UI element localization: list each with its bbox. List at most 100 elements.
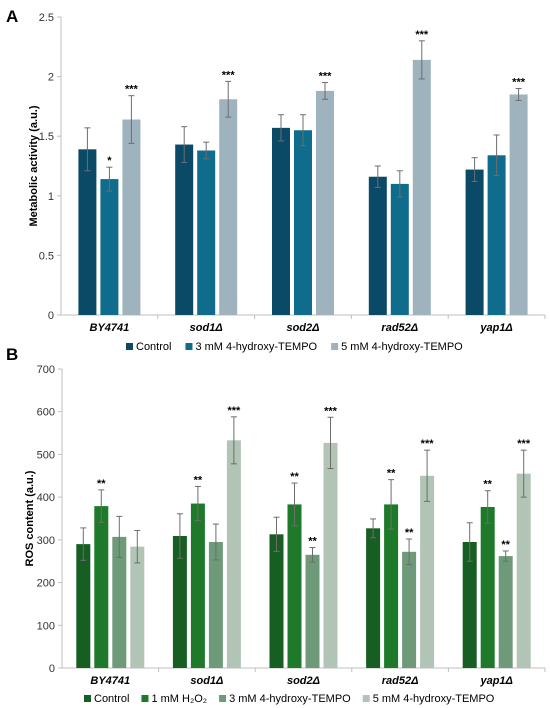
x-category-label: sod2Δ — [286, 322, 319, 334]
bar — [272, 127, 290, 315]
bar — [316, 90, 334, 316]
bar — [287, 504, 302, 668]
significance-marker: ** — [387, 468, 396, 480]
bar — [420, 475, 435, 668]
bar — [100, 179, 119, 315]
bar — [130, 546, 145, 668]
bar — [368, 176, 387, 315]
panel-b-legend: Control 1 mM H₂O₂ 3 mM 4-hydroxy-TEMPO 5 mM… — [84, 693, 495, 705]
legend-label: Control — [136, 341, 171, 353]
y-tick-label: 1.5 — [39, 131, 54, 143]
bar — [175, 144, 194, 315]
legend-label: 5 mM 4-hydroxy-TEMPO — [373, 693, 495, 705]
panel-b-chart: 0 100 200 300 400 500 600 700 ROS content (a.u.)… — [24, 364, 546, 687]
bar — [366, 528, 381, 668]
x-category-label: sod2Δ — [287, 675, 320, 687]
y-tick-label: 0 — [48, 310, 54, 322]
significance-marker: *** — [319, 71, 333, 83]
bar — [190, 503, 205, 668]
bar — [509, 94, 528, 315]
x-category-label: rad52Δ — [381, 322, 418, 334]
bar — [462, 541, 477, 668]
y-tick-label: 2 — [48, 72, 54, 84]
y-axis-label: Metabolic activity (a.u.) — [28, 105, 40, 226]
significance-marker: ** — [290, 471, 299, 483]
significance-marker: *** — [517, 438, 531, 450]
significance-marker: ** — [97, 478, 106, 490]
y-tick-label: 500 — [37, 449, 55, 461]
bar — [172, 536, 187, 668]
y-tick-label: 200 — [37, 578, 55, 590]
bar — [269, 534, 284, 668]
significance-marker: *** — [227, 405, 241, 417]
legend-label: 3 mM 4-hydroxy-TEMPO — [229, 693, 351, 705]
significance-marker: *** — [324, 405, 338, 417]
bar — [78, 149, 97, 315]
bar — [323, 442, 338, 668]
significance-marker: ** — [501, 539, 510, 551]
significance-marker: ** — [405, 527, 414, 539]
significance-marker: *** — [421, 438, 435, 450]
bar — [487, 155, 506, 315]
significance-marker: *** — [222, 69, 236, 81]
y-tick-label: 700 — [37, 364, 55, 376]
y-tick-label: 0 — [49, 663, 55, 675]
bar — [294, 130, 312, 315]
panel-a-legend: Control 3 mM 4-hydroxy-TEMPO 5 mM 4-hydrox… — [126, 341, 463, 353]
bar — [112, 536, 127, 668]
panel-a-chart: 0 0.5 1 1.5 2 2.5 Metabolic activity (a.u.) BY4… — [28, 12, 546, 334]
bar — [94, 506, 109, 668]
bar — [122, 119, 141, 316]
x-category-label: rad52Δ — [382, 675, 419, 687]
legend-label: 1 mM H₂O₂ — [151, 693, 207, 705]
legend-label: 5 mM 4-hydroxy-TEMPO — [341, 341, 463, 353]
bar — [219, 99, 238, 315]
bar — [516, 473, 531, 668]
x-category-label: sod1Δ — [190, 675, 223, 687]
bar — [305, 554, 320, 668]
y-tick-label: 600 — [37, 407, 55, 419]
legend-swatch — [141, 695, 149, 702]
bar — [480, 506, 495, 668]
x-category-label: yap1Δ — [479, 322, 512, 334]
legend-swatch — [362, 695, 370, 702]
bar — [498, 556, 513, 668]
x-category-label: yap1Δ — [479, 675, 512, 687]
legend-label: Control — [94, 693, 129, 705]
significance-marker: ** — [308, 536, 317, 548]
legend-swatch — [84, 695, 91, 702]
legend-swatch — [219, 695, 227, 702]
bar — [402, 551, 417, 668]
significance-marker: * — [107, 155, 112, 167]
x-category-label: BY4741 — [90, 675, 130, 687]
bar — [412, 59, 431, 315]
x-category-label: BY4741 — [90, 322, 130, 334]
bar — [208, 541, 223, 668]
significance-marker: ** — [483, 479, 492, 491]
legend-swatch — [331, 343, 339, 350]
panel-b-letter: B — [6, 345, 18, 364]
significance-marker: ** — [194, 474, 203, 486]
bar — [76, 544, 91, 668]
legend-label: 3 mM 4-hydroxy-TEMPO — [195, 341, 317, 353]
x-category-label: sod1Δ — [190, 322, 223, 334]
panel-a-letter: A — [6, 7, 18, 26]
significance-marker: *** — [125, 84, 139, 96]
bar — [197, 150, 216, 315]
y-tick-label: 400 — [37, 492, 55, 504]
y-axis-label: ROS content (a.u.) — [24, 470, 36, 566]
bar — [465, 169, 484, 315]
legend-swatch — [185, 343, 193, 350]
significance-marker: *** — [512, 77, 526, 89]
bar — [226, 440, 241, 668]
y-tick-label: 1 — [48, 191, 54, 203]
bar — [390, 183, 409, 315]
legend-swatch — [126, 343, 133, 350]
y-tick-label: 2.5 — [39, 12, 54, 24]
y-tick-label: 300 — [37, 535, 55, 547]
y-tick-label: 0.5 — [39, 250, 54, 262]
y-tick-label: 100 — [37, 620, 55, 632]
significance-marker: *** — [415, 29, 429, 41]
bar — [384, 504, 399, 668]
